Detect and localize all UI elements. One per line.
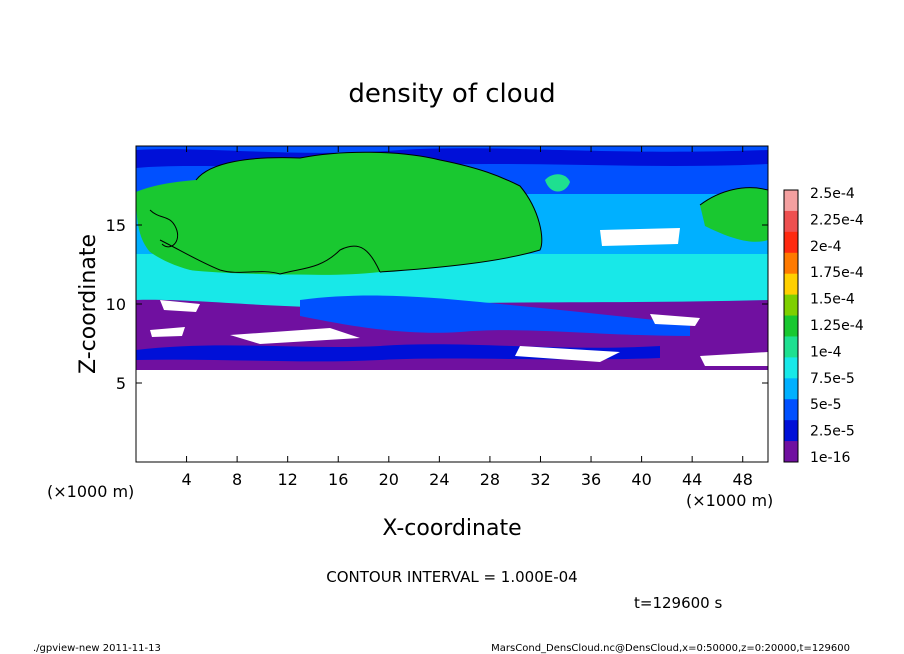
chart-title: density of cloud — [348, 79, 555, 109]
y-tick-label: 10 — [106, 295, 126, 314]
colorbar-swatch — [784, 190, 798, 212]
colorbar-swatch — [784, 357, 798, 379]
x-tick-label: 40 — [631, 470, 651, 489]
y-axis-ticks: 5 10 15 — [106, 216, 768, 393]
colorbar-label: 2.5e-4 — [810, 186, 855, 202]
no-data-region — [136, 370, 768, 462]
colorbar-label: 5e-5 — [810, 397, 841, 413]
upper-cloud-deck — [136, 152, 542, 276]
no-data-gaps — [150, 228, 768, 366]
colorbar-label: 1.25e-4 — [810, 318, 864, 334]
footer-right: MarsCond_DensCloud.nc@DensCloud,x=0:5000… — [491, 643, 850, 654]
colorbar-swatch — [784, 399, 798, 421]
colorbar-swatch — [784, 441, 798, 463]
colorbar-swatch — [784, 231, 798, 254]
x-unit-right: (×1000 m) — [686, 491, 773, 510]
x-axis-ticks: 4 8 12 16 20 24 28 32 36 40 44 48 — [181, 146, 753, 489]
x-tick-label: 36 — [581, 470, 601, 489]
footer-left: ./gpview-new 2011-11-13 — [33, 643, 161, 654]
x-tick-label: 24 — [429, 470, 449, 489]
colorbar-swatch — [784, 420, 798, 442]
contour-interval: CONTOUR INTERVAL = 1.000E-04 — [326, 568, 577, 586]
colorbar-swatch — [784, 336, 798, 358]
small-cloud-blob — [545, 174, 570, 192]
colorbar-label: 1e-16 — [810, 450, 850, 466]
colorbar-swatch — [784, 378, 798, 400]
x-tick-label: 12 — [278, 470, 298, 489]
colorbar-label: 2.25e-4 — [810, 212, 864, 228]
x-tick-label: 28 — [480, 470, 500, 489]
x-tick-label: 8 — [232, 470, 242, 489]
y-tick-label: 5 — [116, 374, 126, 393]
mid-speckle-band — [300, 295, 690, 336]
colorbar-frame — [783, 189, 799, 463]
colorbar-label: 1.5e-4 — [810, 292, 855, 308]
colorbar-swatch — [784, 252, 798, 275]
colorbar-swatch — [784, 273, 798, 296]
y-axis-label: Z-coordinate — [76, 234, 101, 374]
plot-area — [135, 145, 769, 463]
x-tick-label: 44 — [682, 470, 702, 489]
x-tick-label: 32 — [530, 470, 550, 489]
y-tick-label: 15 — [106, 216, 126, 235]
right-cloud-patch — [700, 187, 768, 242]
colorbar: 2.5e-4 2.25e-4 2e-4 1.75e-4 1.5e-4 1.25e-4 1e-… — [783, 186, 864, 466]
colorbar-label: 1e-4 — [810, 344, 842, 360]
colorbar-label: 1.75e-4 — [810, 265, 864, 281]
x-tick-label: 16 — [328, 470, 348, 489]
colorbar-swatch — [784, 210, 798, 233]
time-label: t=129600 s — [634, 594, 722, 612]
x-tick-label: 20 — [379, 470, 399, 489]
x-unit-left: (×1000 m) — [47, 482, 134, 501]
colorbar-label: 7.5e-5 — [810, 371, 855, 387]
colorbar-label: 2.5e-5 — [810, 424, 855, 440]
x-tick-label: 4 — [181, 470, 191, 489]
x-axis-label: X-coordinate — [382, 516, 521, 541]
colorbar-swatch — [784, 315, 798, 337]
colorbar-swatch — [784, 294, 798, 317]
mid-bright-band — [136, 262, 768, 308]
x-tick-label: 48 — [733, 470, 753, 489]
contour-lines — [149, 151, 768, 275]
colorbar-label: 2e-4 — [810, 239, 842, 255]
